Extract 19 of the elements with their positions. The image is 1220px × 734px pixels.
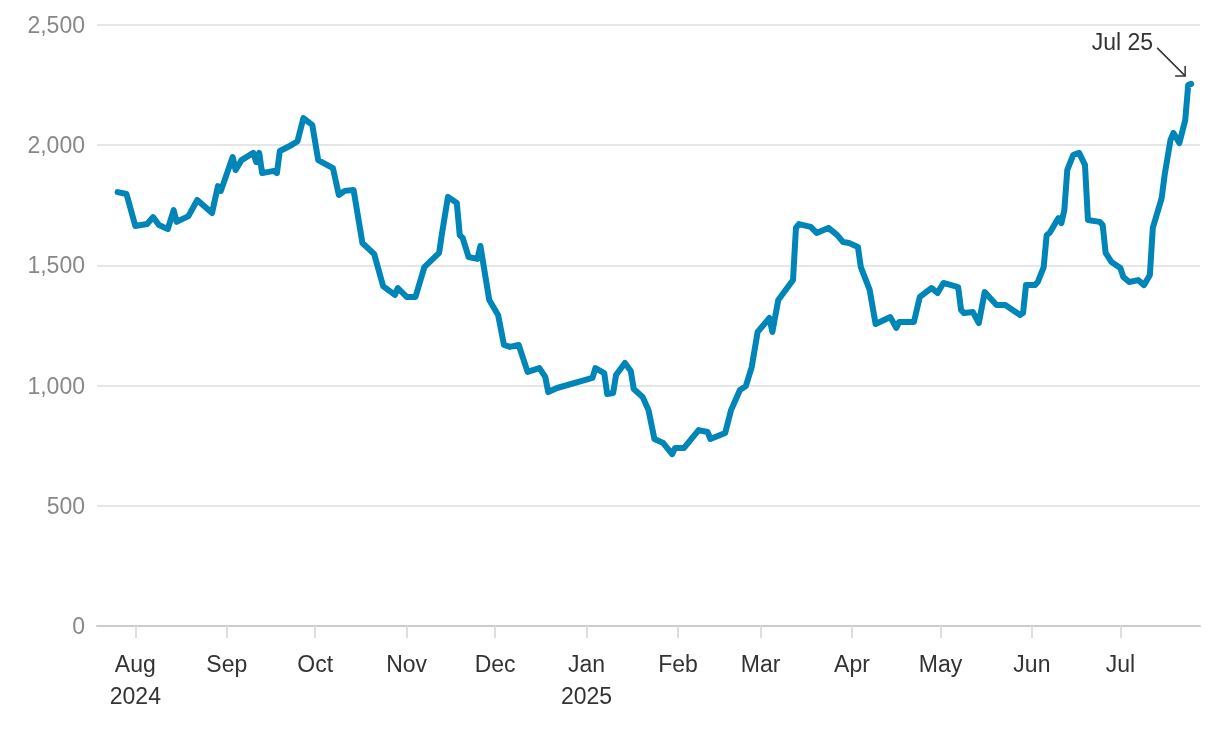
x-tick-label: Sep: [206, 651, 248, 677]
y-tick-label: 2,000: [27, 132, 85, 159]
y-tick-label: 1,500: [27, 252, 85, 279]
y-tick-label: 0: [72, 613, 85, 639]
y-tick-label: 1,000: [27, 372, 85, 399]
x-tick-label: Mar: [740, 651, 781, 677]
x-tick-label: Dec: [474, 651, 516, 677]
annotation: Jul 25: [1091, 28, 1154, 55]
y-tick-label: 2,500: [27, 12, 85, 38]
x-tick-label: Jul: [1105, 651, 1136, 677]
x-tick-label: Oct: [297, 651, 334, 677]
x-tick-label: Feb: [658, 651, 698, 677]
x-tick-label: Jan 2025: [560, 651, 613, 709]
x-tick-label: Jun: [1013, 651, 1051, 677]
x-tick-label: May: [918, 651, 963, 677]
x-tick-label: Nov: [386, 651, 428, 677]
y-tick-label: 500: [46, 492, 85, 519]
x-tick-label: Aug 2024: [109, 651, 162, 709]
x-tick-label: Apr: [834, 651, 871, 677]
